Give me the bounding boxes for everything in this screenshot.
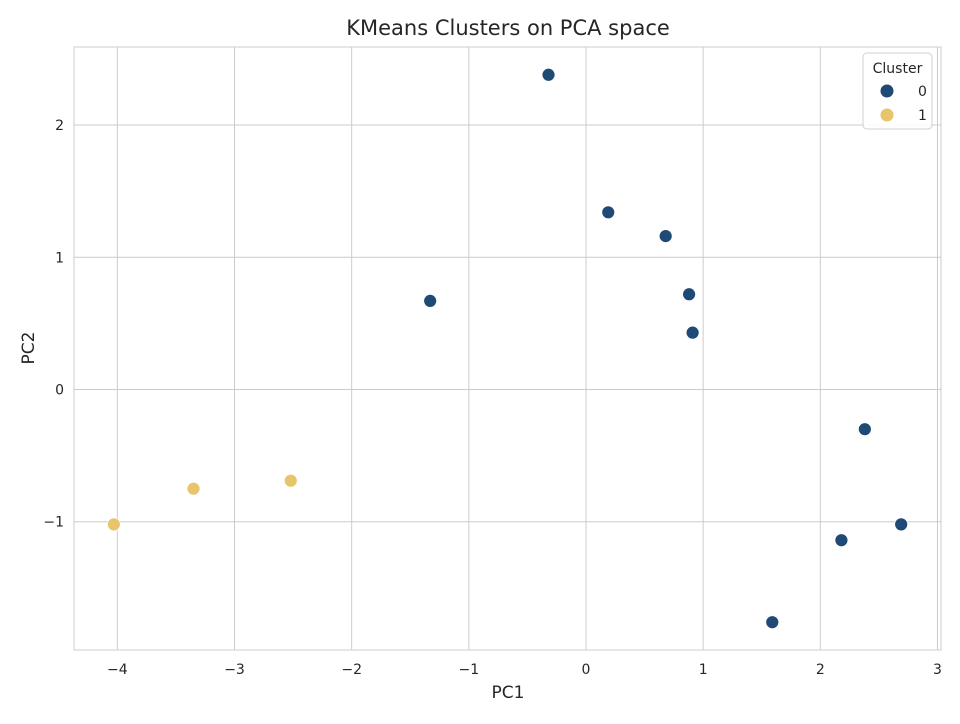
scatter-point-cluster-0 xyxy=(682,287,697,302)
legend-box xyxy=(862,52,933,130)
x-tick-label: 1 xyxy=(699,662,708,678)
x-tick-label: −3 xyxy=(224,662,245,678)
x-axis-label: PC1 xyxy=(492,683,525,703)
scatter-point-cluster-0 xyxy=(658,229,673,243)
scatter-point-cluster-1 xyxy=(283,473,298,488)
scatter-point-cluster-1 xyxy=(186,481,201,496)
x-tick-label: 3 xyxy=(933,662,942,678)
tick-labels: −4 −3 −2 −1 0 1 2 3 −1 0 1 2 xyxy=(43,118,942,678)
y-tick-label: 0 xyxy=(55,382,64,398)
x-tick-label: −1 xyxy=(459,662,480,678)
legend: Cluster 01 xyxy=(862,52,933,130)
y-tick-label: −1 xyxy=(43,515,64,531)
legend-entries: 01 xyxy=(880,84,927,124)
legend-marker-cluster-0 xyxy=(880,84,894,98)
legend-label-cluster-0: 0 xyxy=(918,84,927,100)
scatter-point-cluster-0 xyxy=(894,517,909,532)
scatter-point-cluster-0 xyxy=(685,325,700,340)
scatter-point-cluster-0 xyxy=(834,533,849,548)
x-tick-label: 0 xyxy=(582,662,591,678)
scatter-point-cluster-0 xyxy=(423,293,438,308)
chart-title: KMeans Clusters on PCA space xyxy=(346,16,670,40)
scatter-point-cluster-0 xyxy=(541,67,556,82)
scatter-point-cluster-0 xyxy=(601,205,616,220)
x-tick-label: −2 xyxy=(341,662,362,678)
scatter-point-cluster-1 xyxy=(106,517,121,532)
grid xyxy=(74,47,941,650)
data-points xyxy=(106,67,909,630)
scatter-point-cluster-0 xyxy=(857,422,872,437)
scatter-point-cluster-0 xyxy=(765,615,780,630)
legend-title: Cluster xyxy=(873,61,923,77)
plot-area-frame xyxy=(73,46,942,651)
y-tick-label: 1 xyxy=(55,250,64,266)
legend-label-cluster-1: 1 xyxy=(918,108,927,124)
legend-marker-cluster-1 xyxy=(880,108,894,122)
x-tick-label: −4 xyxy=(107,662,128,678)
x-tick-label: 2 xyxy=(816,662,825,678)
y-tick-label: 2 xyxy=(55,118,64,134)
y-axis-label: PC2 xyxy=(19,332,39,365)
